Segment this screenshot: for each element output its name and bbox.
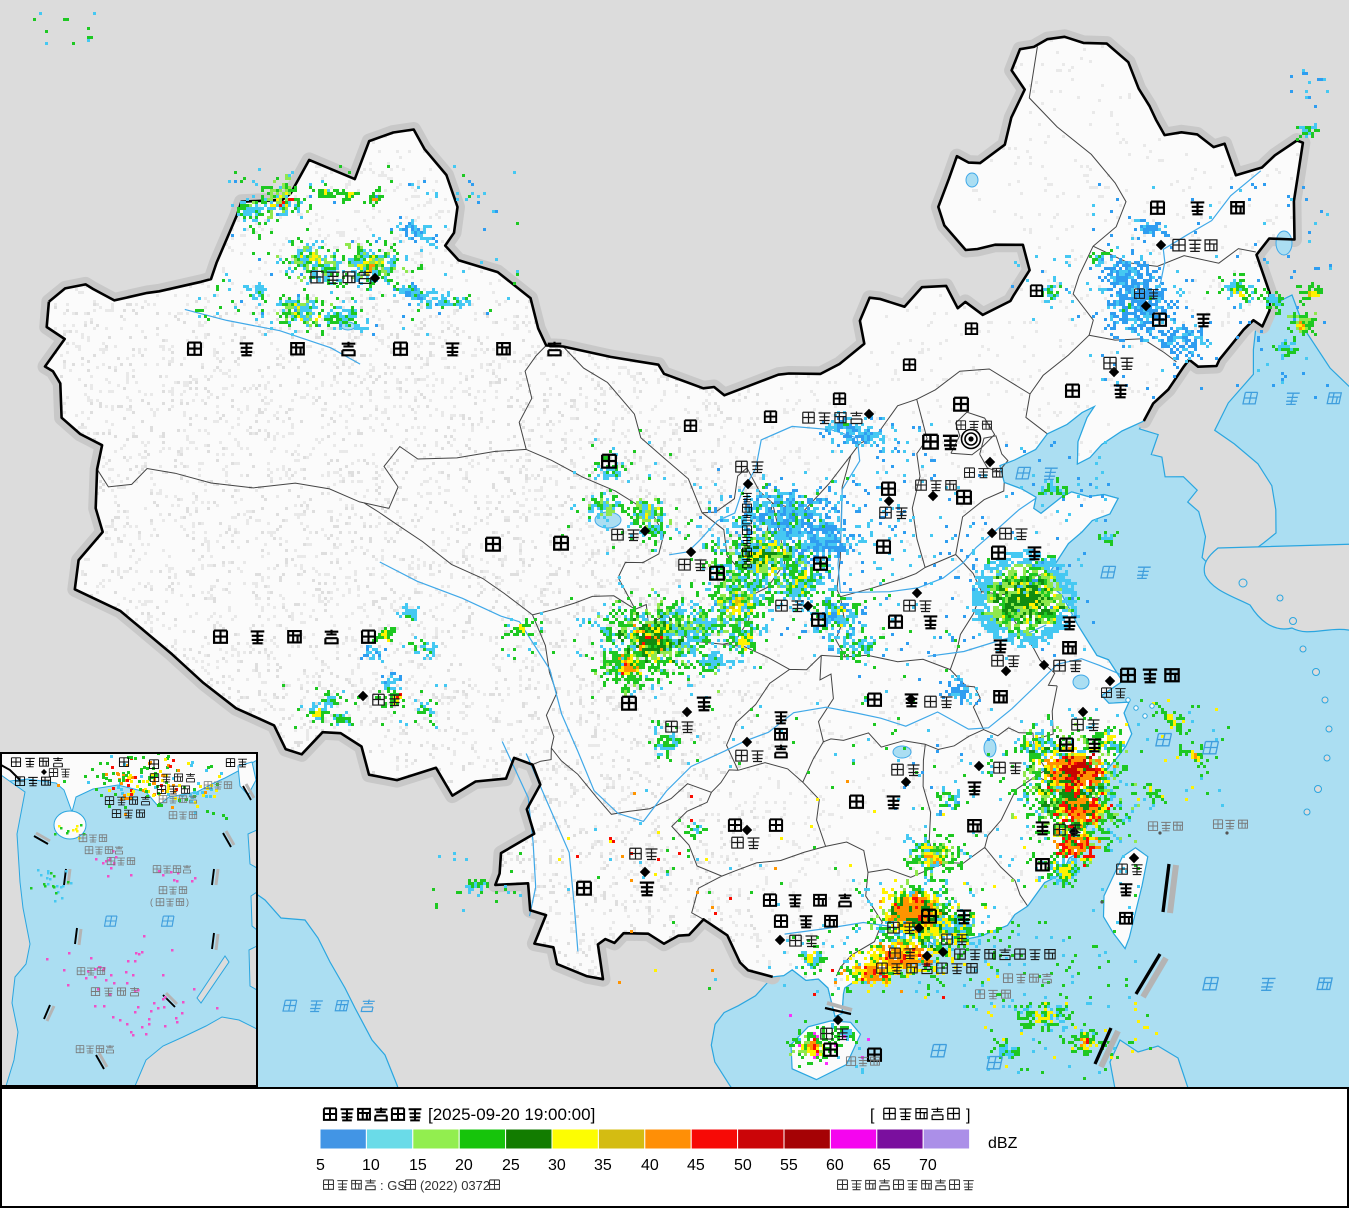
- svg-text:: GS: : GS: [380, 1178, 406, 1193]
- svg-text:5: 5: [316, 1157, 325, 1174]
- svg-text:): ): [186, 897, 189, 907]
- svg-text:35: 35: [594, 1157, 612, 1174]
- svg-text:(: (: [150, 897, 153, 907]
- svg-text:(2022) 0372: (2022) 0372: [420, 1178, 490, 1193]
- svg-text:25: 25: [502, 1157, 520, 1174]
- svg-text:dBZ: dBZ: [988, 1135, 1018, 1152]
- svg-text:55: 55: [780, 1157, 798, 1174]
- svg-text:40: 40: [641, 1157, 659, 1174]
- svg-text:10: 10: [362, 1157, 380, 1174]
- svg-text:50: 50: [734, 1157, 752, 1174]
- svg-text:]: ]: [966, 1107, 970, 1124]
- svg-text:30: 30: [548, 1157, 566, 1174]
- svg-text:70: 70: [919, 1157, 937, 1174]
- svg-text:45: 45: [687, 1157, 705, 1174]
- svg-text:65: 65: [873, 1157, 891, 1174]
- svg-text:20: 20: [455, 1157, 473, 1174]
- svg-text:[2025-09-20 19:00:00]: [2025-09-20 19:00:00]: [428, 1105, 595, 1124]
- svg-text:[: [: [870, 1107, 875, 1124]
- svg-text:60: 60: [826, 1157, 844, 1174]
- svg-text:15: 15: [409, 1157, 427, 1174]
